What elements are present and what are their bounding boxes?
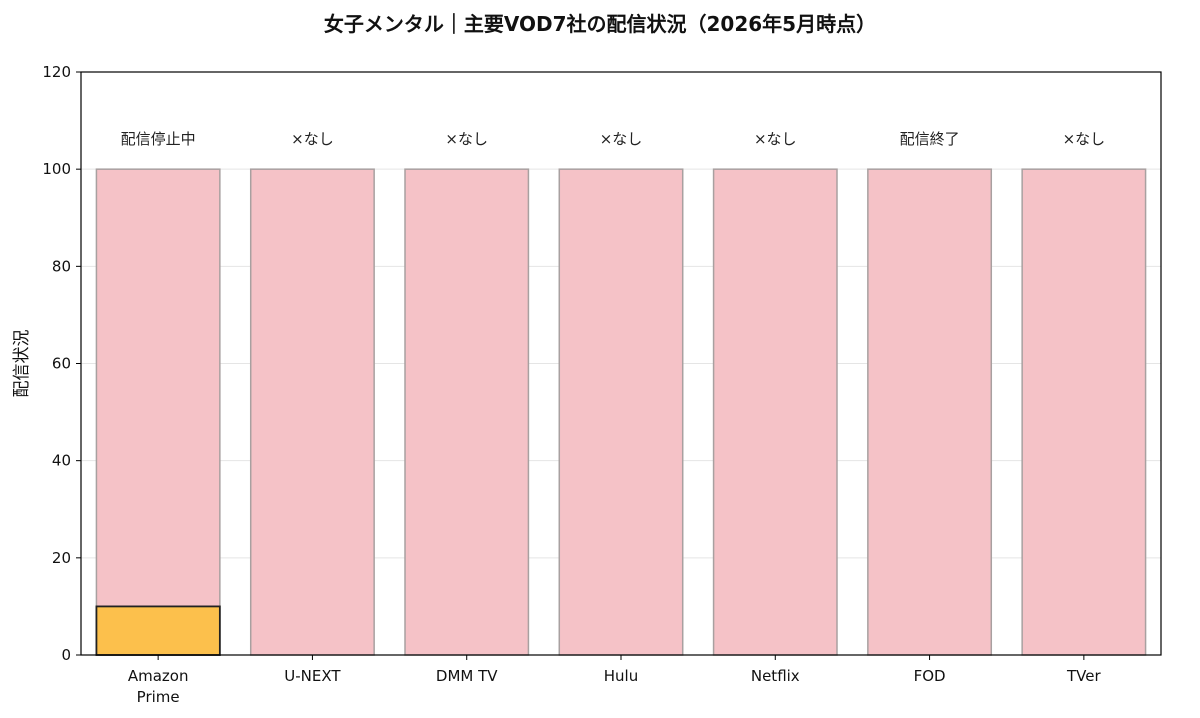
bar-annotation: 配信停止中 (121, 130, 196, 148)
x-tick-label: FOD (914, 667, 946, 685)
bar-annotation: ×なし (754, 130, 797, 148)
x-tick-label: Netflix (751, 667, 800, 685)
x-tick-label: U-NEXT (284, 667, 341, 685)
background-bar (95, 168, 221, 656)
bar-annotation: ×なし (600, 130, 643, 148)
background-bar (1021, 168, 1147, 656)
x-tick-label: TVer (1066, 667, 1101, 685)
background-bar (404, 168, 530, 656)
y-tick-label: 80 (52, 257, 71, 275)
bar-annotation: 配信終了 (900, 130, 960, 148)
x-tick-label: Hulu (604, 667, 638, 685)
y-tick-label: 40 (52, 452, 71, 470)
background-bar (712, 168, 838, 656)
background-bar (867, 168, 993, 656)
background-bar (249, 168, 375, 656)
bar-annotation: ×なし (445, 130, 488, 148)
x-tick-label: DMM TV (436, 667, 498, 685)
y-axis-label: 配信状況 (12, 330, 32, 398)
bar-annotation: ×なし (291, 130, 334, 148)
bar-annotation: ×なし (1063, 130, 1106, 148)
y-tick-label: 120 (42, 63, 71, 81)
y-tick-label: 60 (52, 355, 71, 373)
chart-title: 女子メンタル｜主要VOD7社の配信状況（2026年5月時点） (323, 12, 877, 36)
status-bar (95, 605, 221, 656)
y-tick-label: 20 (52, 549, 71, 567)
x-tick-label: Amazon Prime (128, 667, 189, 706)
background-bar (558, 168, 684, 656)
y-tick-label: 0 (61, 646, 71, 664)
y-tick-label: 100 (42, 160, 71, 178)
